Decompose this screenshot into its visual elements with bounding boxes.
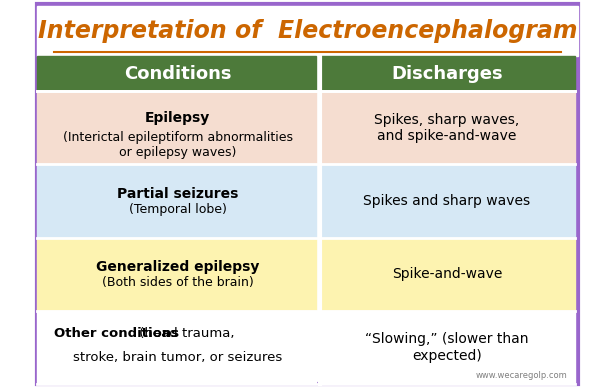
Text: Epilepsy: Epilepsy — [145, 111, 210, 125]
Bar — [37, 6, 578, 56]
Text: Discharges: Discharges — [391, 65, 502, 83]
Bar — [321, 165, 575, 237]
FancyBboxPatch shape — [37, 4, 578, 384]
Bar — [37, 56, 315, 91]
Bar — [37, 311, 315, 384]
Bar — [37, 237, 315, 311]
Bar — [321, 56, 575, 91]
Bar — [321, 311, 575, 384]
Text: (Both sides of the brain): (Both sides of the brain) — [102, 276, 253, 289]
Bar — [37, 165, 315, 237]
Text: (Temporal lobe): (Temporal lobe) — [129, 203, 227, 216]
Text: Conditions: Conditions — [124, 65, 231, 83]
Text: stroke, brain tumor, or seizures: stroke, brain tumor, or seizures — [73, 351, 282, 364]
Bar — [321, 237, 575, 311]
Text: Spike-and-wave: Spike-and-wave — [392, 267, 502, 281]
Text: Generalized epilepsy: Generalized epilepsy — [96, 260, 260, 274]
Text: (head trauma,: (head trauma, — [135, 327, 234, 340]
Text: Partial seizures: Partial seizures — [117, 187, 239, 201]
Text: (Interictal epileptiform abnormalities
or epilepsy waves): (Interictal epileptiform abnormalities o… — [63, 131, 293, 159]
Text: Interpretation of  Electroencephalogram: Interpretation of Electroencephalogram — [38, 19, 577, 43]
Text: Spikes, sharp waves,
and spike-and-wave: Spikes, sharp waves, and spike-and-wave — [375, 113, 520, 143]
Bar — [37, 91, 315, 165]
Text: www.wecaregolp.com: www.wecaregolp.com — [475, 371, 567, 380]
Text: “Slowing,” (slower than
expected): “Slowing,” (slower than expected) — [365, 333, 529, 363]
Text: Other conditions: Other conditions — [54, 327, 178, 340]
Bar — [321, 91, 575, 165]
Text: Spikes and sharp waves: Spikes and sharp waves — [363, 194, 531, 208]
